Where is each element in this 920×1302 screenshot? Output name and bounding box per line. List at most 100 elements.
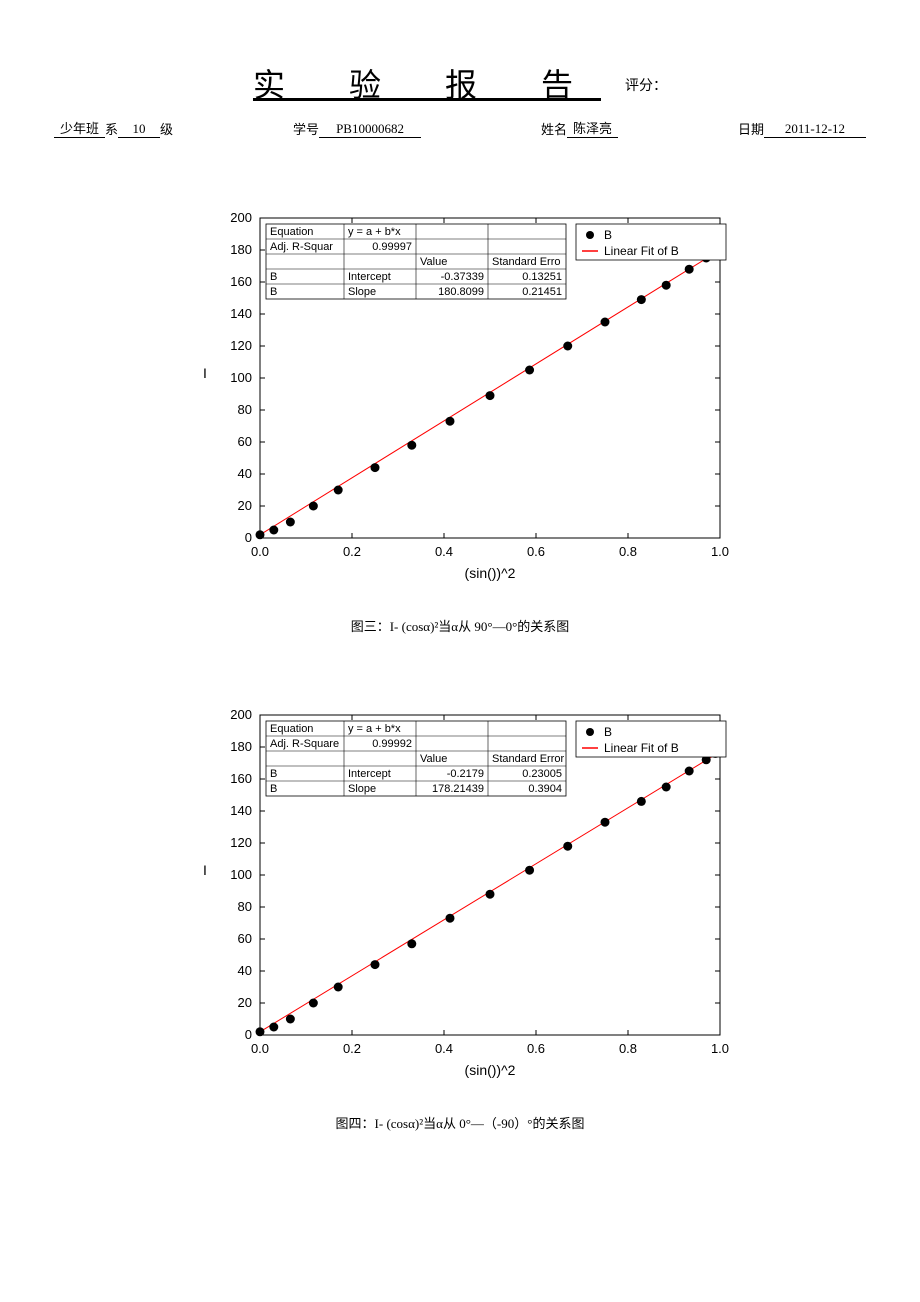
data-point — [407, 939, 416, 948]
data-point — [601, 818, 610, 827]
svg-text:0.99997: 0.99997 — [372, 241, 412, 253]
data-point — [286, 1015, 295, 1024]
data-point — [309, 502, 318, 511]
data-point — [286, 518, 295, 527]
svg-text:Linear Fit of B: Linear Fit of B — [604, 741, 679, 755]
svg-text:0.2: 0.2 — [343, 1041, 361, 1056]
data-point — [334, 983, 343, 992]
svg-text:0.99992: 0.99992 — [372, 738, 412, 750]
svg-text:1.0: 1.0 — [711, 1041, 729, 1056]
svg-text:0.8: 0.8 — [619, 1041, 637, 1056]
svg-text:B: B — [270, 286, 277, 298]
svg-text:B: B — [270, 271, 277, 283]
svg-text:140: 140 — [230, 306, 252, 321]
svg-text:80: 80 — [238, 899, 252, 914]
svg-text:140: 140 — [230, 803, 252, 818]
svg-text:20: 20 — [238, 995, 252, 1010]
svg-text:0.6: 0.6 — [527, 544, 545, 559]
data-point — [662, 783, 671, 792]
data-point — [445, 417, 454, 426]
svg-text:0.2: 0.2 — [343, 544, 361, 559]
chart-caption-0: 图三：I- (cosα)²当α从 90°—0°的关系图 — [50, 616, 870, 635]
svg-text:Intercept: Intercept — [348, 768, 391, 780]
svg-text:60: 60 — [238, 434, 252, 449]
grade-value: 10 — [118, 121, 160, 138]
page-title: 实 验 报 告 — [253, 67, 601, 103]
svg-text:60: 60 — [238, 931, 252, 946]
dept-slot: 少年班 系 10 级 — [54, 118, 173, 138]
svg-text:0.13251: 0.13251 — [522, 271, 562, 283]
page: 实 验 报 告 评分： 少年班 系 10 级 学号 PB10000682 姓名 … — [0, 0, 920, 1172]
svg-text:180: 180 — [230, 242, 252, 257]
svg-text:120: 120 — [230, 338, 252, 353]
svg-text:Equation: Equation — [270, 723, 313, 735]
svg-text:100: 100 — [230, 370, 252, 385]
data-point — [256, 530, 265, 539]
svg-text:1.0: 1.0 — [711, 544, 729, 559]
svg-text:0.0: 0.0 — [251, 1041, 269, 1056]
svg-text:160: 160 — [230, 771, 252, 786]
y-axis-label: I — [203, 365, 207, 381]
svg-text:0.0: 0.0 — [251, 544, 269, 559]
svg-text:-0.37339: -0.37339 — [441, 271, 484, 283]
charts-container: 0204060801001201401601802000.00.20.40.60… — [50, 198, 870, 1132]
grade-label: 级 — [160, 119, 173, 138]
svg-text:80: 80 — [238, 402, 252, 417]
svg-text:178.21439: 178.21439 — [432, 783, 484, 795]
data-point — [445, 914, 454, 923]
svg-text:Standard Error: Standard Error — [492, 753, 564, 765]
svg-text:B: B — [604, 228, 612, 242]
name-label: 姓名 — [541, 119, 567, 138]
svg-text:0.6: 0.6 — [527, 1041, 545, 1056]
data-point — [563, 842, 572, 851]
svg-text:0.4: 0.4 — [435, 1041, 453, 1056]
name-slot: 姓名 陈泽亮 — [541, 118, 618, 138]
svg-text:B: B — [270, 768, 277, 780]
svg-text:Intercept: Intercept — [348, 271, 391, 283]
data-point — [486, 391, 495, 400]
svg-text:Equation: Equation — [270, 226, 313, 238]
dept-value: 少年班 — [54, 118, 105, 138]
data-point — [371, 463, 380, 472]
chart-block-1: 0204060801001201401601802000.00.20.40.60… — [50, 695, 870, 1132]
data-point — [637, 295, 646, 304]
x-axis-label: (sin())^2 — [465, 565, 516, 581]
score-label: 评分： — [625, 79, 667, 94]
legend: BLinear Fit of B — [576, 721, 726, 757]
svg-text:-0.2179: -0.2179 — [447, 768, 484, 780]
data-point — [309, 999, 318, 1008]
data-point — [685, 767, 694, 776]
date-slot: 日期 2011-12-12 — [738, 118, 866, 138]
svg-text:0: 0 — [245, 1027, 252, 1042]
name-value: 陈泽亮 — [567, 118, 618, 138]
info-row: 少年班 系 10 级 学号 PB10000682 姓名 陈泽亮 日期 2011-… — [50, 118, 870, 138]
svg-text:Standard Erro: Standard Erro — [492, 256, 560, 268]
data-point — [525, 366, 534, 375]
svg-text:y = a + b*x: y = a + b*x — [348, 723, 401, 735]
svg-text:40: 40 — [238, 963, 252, 978]
svg-text:B: B — [270, 783, 277, 795]
chart-caption-1: 图四：I- (cosα)²当α从 0°—（-90）°的关系图 — [50, 1113, 870, 1132]
data-point — [407, 441, 416, 450]
sid-slot: 学号 PB10000682 — [293, 118, 421, 138]
svg-text:Slope: Slope — [348, 783, 376, 795]
svg-text:180.8099: 180.8099 — [438, 286, 484, 298]
svg-text:160: 160 — [230, 274, 252, 289]
svg-text:0.3904: 0.3904 — [528, 783, 562, 795]
svg-text:20: 20 — [238, 498, 252, 513]
svg-text:0.23005: 0.23005 — [522, 768, 562, 780]
date-label: 日期 — [738, 119, 764, 138]
data-point — [334, 486, 343, 495]
svg-text:Adj. R-Square: Adj. R-Square — [270, 738, 339, 750]
svg-text:0.21451: 0.21451 — [522, 286, 562, 298]
chart-1: 0204060801001201401601802000.00.20.40.60… — [160, 695, 760, 1095]
title-row: 实 验 报 告 评分： — [50, 60, 870, 106]
data-point — [662, 281, 671, 290]
svg-text:y = a + b*x: y = a + b*x — [348, 226, 401, 238]
data-point — [269, 1023, 278, 1032]
svg-text:120: 120 — [230, 835, 252, 850]
svg-text:Slope: Slope — [348, 286, 376, 298]
legend: BLinear Fit of B — [576, 224, 726, 260]
data-point — [256, 1027, 265, 1036]
data-point — [601, 318, 610, 327]
